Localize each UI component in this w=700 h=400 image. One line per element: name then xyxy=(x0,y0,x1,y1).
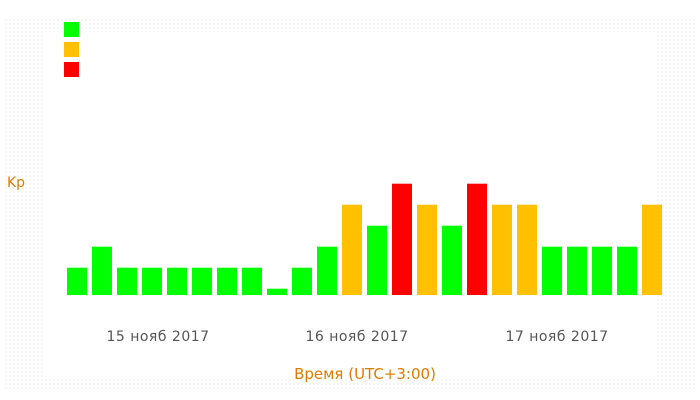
kp-bar-9 xyxy=(267,288,287,295)
kp-bar-20 xyxy=(542,246,562,295)
kp-bar-8 xyxy=(242,267,262,295)
legend-swatch-red xyxy=(64,61,79,77)
legend-swatch-orange xyxy=(64,41,79,57)
kp-bar-24 xyxy=(642,204,662,295)
kp-bar-4 xyxy=(142,267,162,295)
kp-bar-19 xyxy=(517,204,537,295)
legend-swatch-green xyxy=(64,21,79,37)
date-label-3: 17 нояб 2017 xyxy=(505,329,609,345)
kp-bar-14 xyxy=(392,183,412,295)
kp-bar-22 xyxy=(592,246,612,295)
legend-item-red xyxy=(64,59,85,79)
kp-bar-13 xyxy=(367,225,387,295)
kp-bar-16 xyxy=(442,225,462,295)
kp-bar-12 xyxy=(342,204,362,295)
kp-bar-15 xyxy=(417,204,437,295)
legend-item-orange xyxy=(64,39,85,59)
kp-bar-18 xyxy=(492,204,512,295)
y-axis-label: Kp xyxy=(7,175,26,191)
kp-bar-7 xyxy=(217,267,237,295)
date-label-2: 16 нояб 2017 xyxy=(305,329,409,345)
kp-bar-23 xyxy=(617,246,637,295)
kp-bar-17 xyxy=(467,183,487,295)
kp-bar-10 xyxy=(292,267,312,295)
date-label-1: 15 нояб 2017 xyxy=(106,329,210,345)
kp-bar-2 xyxy=(92,246,112,295)
kp-bar-5 xyxy=(167,267,187,295)
kp-bar-11 xyxy=(317,246,337,295)
x-axis-label: Время (UTC+3:00) xyxy=(294,365,436,383)
kp-bar-1 xyxy=(67,267,87,295)
kp-bar-21 xyxy=(567,246,587,295)
legend-item-green xyxy=(64,19,85,39)
chart-frame-dots xyxy=(4,18,696,390)
legend xyxy=(64,19,85,79)
kp-bar-6 xyxy=(192,267,212,295)
kp-bar-3 xyxy=(117,267,137,295)
